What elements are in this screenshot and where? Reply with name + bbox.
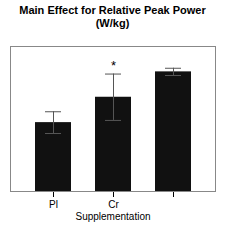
svg-text:Pl: Pl bbox=[49, 199, 58, 210]
html-text:Main Effect for Relative Peak: Main Effect for Relative Peak Power (W/k… bbox=[19, 4, 206, 29]
svg-text:Cr: Cr bbox=[108, 199, 119, 210]
svg-text:Supplementation: Supplementation bbox=[75, 211, 150, 222]
svg-text:*: * bbox=[111, 58, 116, 73]
